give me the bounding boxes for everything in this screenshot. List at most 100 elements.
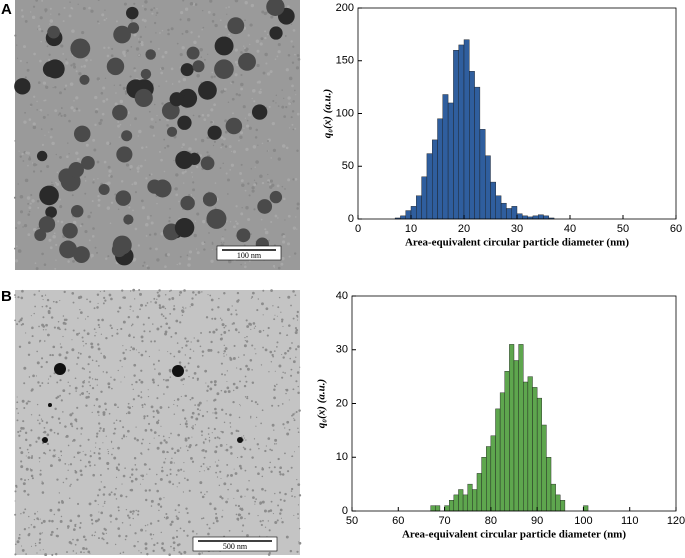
grain [240,163,243,166]
grain [22,160,25,162]
grain [233,468,235,470]
grain [140,483,142,485]
grain [98,447,101,450]
grain [283,115,286,118]
grain [239,405,241,407]
grain [227,498,229,500]
grain [47,382,50,385]
grain [37,206,40,209]
grain [103,160,107,164]
grain [42,549,44,551]
grain [85,547,88,551]
grain [227,390,231,393]
grain [245,319,248,322]
grain [101,318,104,322]
grain [173,462,175,464]
grain [23,223,28,228]
grain [226,463,229,466]
grain [176,42,179,45]
grain [160,425,162,427]
grain [158,497,162,501]
grain [72,260,75,263]
grain [168,368,172,372]
grain [42,325,46,328]
grain [33,293,36,296]
grain [235,235,237,237]
grain [223,137,226,141]
grain [229,445,233,449]
grain [267,173,269,176]
grain [92,181,95,184]
grain [140,391,143,393]
grain [255,416,258,419]
grain [207,294,209,296]
particle [98,183,110,196]
grain [151,378,155,382]
grain [178,551,181,554]
grain [157,503,161,506]
grain [293,252,297,255]
grain [158,304,161,307]
grain [22,420,25,423]
grain [226,13,228,15]
grain [118,136,121,138]
grain [141,453,143,455]
grain [74,377,77,380]
grain [111,453,113,456]
particle [198,81,217,100]
grain [51,530,54,534]
grain [148,330,151,333]
grain [148,355,151,358]
grain [17,296,20,299]
grain [31,477,34,480]
grain [251,186,255,190]
grain [124,467,126,470]
grain [256,49,260,53]
plot-frame [357,7,677,220]
grain [244,495,246,497]
grain [18,150,20,152]
grain [134,191,137,194]
grain [281,473,285,476]
grain [169,523,173,526]
grain [210,120,213,124]
grain [228,529,231,532]
grain [150,340,153,343]
grain [19,446,22,450]
grain [240,516,243,520]
grain [182,383,184,385]
grain [297,385,299,388]
grain [49,7,52,10]
grain [145,177,148,180]
grain [171,83,174,85]
grain [150,117,154,121]
grain [44,99,47,102]
grain [163,516,166,519]
grain [138,351,140,354]
grain [211,242,214,245]
grain [102,493,106,496]
grain [279,512,282,515]
grain [57,114,60,116]
grain [45,85,49,89]
grain [98,121,102,125]
grain [292,227,295,229]
grain [62,315,65,317]
grain [78,332,81,335]
grain [141,5,144,7]
grain [254,166,256,168]
grain [273,350,276,352]
grain [253,208,256,211]
grain [132,510,135,513]
grain [285,535,289,539]
grain [236,489,240,493]
grain [297,391,300,395]
grain [75,151,79,155]
grain [167,253,171,257]
grain [92,473,95,477]
grain [94,519,98,523]
grain [203,58,206,61]
grain [259,502,262,505]
grain [200,56,203,58]
grain [147,316,150,319]
